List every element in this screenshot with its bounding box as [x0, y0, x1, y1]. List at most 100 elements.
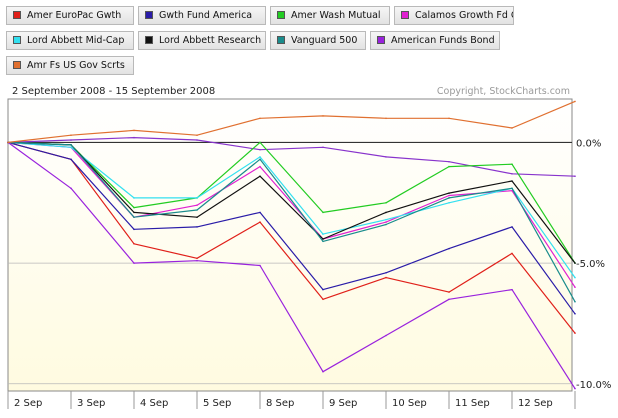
legend-item[interactable]: Amr Fs US Gov Scrts	[6, 56, 134, 75]
legend-item[interactable]: Calamos Growth Fd Cl	[394, 6, 514, 25]
data-point	[196, 257, 198, 260]
data-point	[70, 144, 72, 146]
legend-item[interactable]: Lord Abbett Research	[138, 31, 266, 50]
data-point	[322, 298, 324, 301]
data-point	[385, 201, 387, 204]
data-point	[133, 262, 135, 264]
date-range-label: 2 September 2008 - 15 September 2008	[12, 86, 215, 97]
data-point	[322, 370, 324, 373]
series-line	[7, 141, 576, 302]
data-point	[322, 233, 324, 235]
data-point	[322, 240, 324, 243]
legend-item[interactable]: American Funds Bond	[370, 31, 500, 50]
legend-swatch	[277, 11, 285, 19]
legend-swatch	[277, 36, 285, 44]
data-point	[574, 175, 576, 178]
x-tick-label: 11 Sep	[455, 398, 490, 409]
legend-swatch	[145, 36, 153, 44]
plot-area	[7, 98, 573, 392]
data-point	[574, 286, 576, 289]
data-point	[196, 209, 198, 211]
legend-swatch	[13, 36, 21, 44]
data-point	[133, 211, 135, 214]
data-point	[322, 211, 324, 214]
data-point	[259, 165, 261, 168]
data-point	[70, 187, 72, 190]
legend-label: Vanguard 500	[291, 35, 358, 46]
data-point	[259, 175, 261, 178]
data-point	[448, 197, 450, 199]
data-point	[385, 276, 387, 279]
legend-swatch	[13, 11, 21, 19]
data-point	[196, 134, 198, 136]
y-tick-label: 0.0%	[576, 138, 601, 149]
data-point	[259, 141, 261, 144]
y-tick-label: -10.0%	[576, 380, 611, 391]
data-point	[511, 127, 513, 129]
data-point	[511, 180, 513, 182]
series-line	[7, 141, 576, 315]
data-point	[385, 211, 387, 214]
legend-label: American Funds Bond	[391, 35, 495, 46]
data-point	[511, 173, 513, 175]
legend-swatch	[13, 61, 21, 69]
legend-swatch	[377, 36, 385, 44]
x-tick-label: 8 Sep	[266, 398, 294, 409]
legend-label: Amer EuroPac Gwth	[27, 10, 122, 21]
legend-item[interactable]: Amer EuroPac Gwth	[6, 6, 134, 25]
legend-label: Amr Fs US Gov Scrts	[27, 60, 125, 71]
legend-label: Gwth Fund America	[159, 10, 253, 21]
data-point	[448, 247, 450, 250]
data-point	[385, 221, 387, 223]
data-point	[448, 117, 450, 120]
series-line	[7, 141, 576, 278]
data-point	[196, 259, 198, 262]
data-point	[574, 262, 576, 264]
data-point	[259, 211, 261, 214]
legend-label: Lord Abbett Research	[159, 35, 262, 46]
data-point	[133, 197, 135, 199]
data-point	[448, 201, 450, 204]
data-point	[133, 136, 135, 139]
legend-item[interactable]: Vanguard 500	[270, 31, 366, 50]
data-point	[196, 226, 198, 228]
data-point	[448, 160, 450, 163]
data-point	[259, 148, 261, 151]
x-tick-label: 4 Sep	[140, 398, 168, 409]
data-point	[511, 163, 513, 165]
data-point	[574, 387, 576, 390]
data-point	[196, 204, 198, 206]
data-point	[70, 134, 72, 136]
series-line	[7, 141, 576, 334]
legend-item[interactable]: Lord Abbett Mid-Cap	[6, 31, 134, 50]
legend-swatch	[145, 11, 153, 19]
data-point	[385, 334, 387, 337]
data-point	[322, 146, 324, 149]
data-point	[448, 192, 450, 194]
x-tick-label: 9 Sep	[329, 398, 357, 409]
x-tick-label: 10 Sep	[392, 398, 427, 409]
data-point	[385, 271, 387, 274]
data-point	[574, 332, 576, 334]
data-point	[448, 291, 450, 293]
data-point	[133, 228, 135, 231]
data-point	[133, 129, 135, 132]
series-line	[7, 137, 576, 177]
series-line	[7, 100, 576, 143]
data-point	[259, 221, 261, 223]
data-point	[511, 252, 513, 255]
y-tick-label: -5.0%	[576, 259, 605, 270]
legend-label: Lord Abbett Mid-Cap	[27, 35, 125, 46]
data-point	[322, 288, 324, 291]
data-point	[70, 158, 72, 161]
series-line	[7, 141, 576, 389]
data-point	[385, 117, 387, 120]
legend-item[interactable]: Gwth Fund America	[138, 6, 266, 25]
data-point	[574, 100, 576, 103]
data-point	[259, 156, 261, 158]
data-point	[259, 264, 261, 267]
data-point	[511, 288, 513, 291]
data-point	[574, 300, 576, 303]
legend-item[interactable]: Amer Wash Mutual	[270, 6, 390, 25]
legend-label: Calamos Growth Fd Cl	[415, 10, 514, 21]
